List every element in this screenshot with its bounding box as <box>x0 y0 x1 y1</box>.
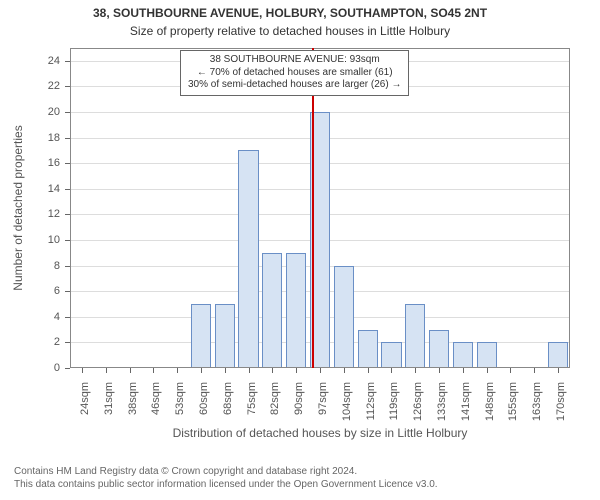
ytick-label: 20 <box>0 106 60 118</box>
xtick-label: 97sqm <box>317 382 329 415</box>
x-axis-title: Distribution of detached houses by size … <box>70 426 570 440</box>
xtick-label: 133sqm <box>436 382 448 421</box>
ytick-label: 24 <box>0 55 60 67</box>
histogram-bar <box>548 342 568 368</box>
ytick-label: 14 <box>0 183 60 195</box>
chart-title-main: 38, SOUTHBOURNE AVENUE, HOLBURY, SOUTHAM… <box>0 6 580 20</box>
ytick-mark <box>65 189 70 190</box>
ytick-mark <box>65 112 70 113</box>
reference-line <box>312 48 314 368</box>
xtick-mark <box>82 368 83 373</box>
xtick-mark <box>225 368 226 373</box>
histogram-bar <box>358 330 378 368</box>
ytick-mark <box>65 163 70 164</box>
annotation-line-2: ← 70% of detached houses are smaller (61… <box>188 67 401 80</box>
histogram-bar <box>334 266 354 368</box>
ytick-label: 0 <box>0 362 60 374</box>
xtick-label: 148sqm <box>484 382 496 421</box>
ytick-label: 18 <box>0 132 60 144</box>
ytick-label: 8 <box>0 260 60 272</box>
histogram-bar <box>262 253 282 368</box>
xtick-mark <box>106 368 107 373</box>
xtick-label: 31sqm <box>103 382 115 415</box>
ytick-mark <box>65 138 70 139</box>
ytick-mark <box>65 266 70 267</box>
xtick-mark <box>558 368 559 373</box>
xtick-mark <box>415 368 416 373</box>
annotation-box: 38 SOUTHBOURNE AVENUE: 93sqm ← 70% of de… <box>180 50 409 96</box>
xtick-mark <box>272 368 273 373</box>
ytick-mark <box>65 342 70 343</box>
xtick-mark <box>439 368 440 373</box>
xtick-label: 104sqm <box>341 382 353 421</box>
xtick-label: 90sqm <box>293 382 305 415</box>
ytick-label: 12 <box>0 208 60 220</box>
histogram-bar <box>215 304 235 368</box>
footer-line-1: Contains HM Land Registry data © Crown c… <box>14 466 590 479</box>
ytick-mark <box>65 61 70 62</box>
xtick-label: 170sqm <box>555 382 567 421</box>
xtick-label: 60sqm <box>198 382 210 415</box>
histogram-bar <box>191 304 211 368</box>
xtick-label: 24sqm <box>79 382 91 415</box>
xtick-label: 126sqm <box>412 382 424 421</box>
footer: Contains HM Land Registry data © Crown c… <box>14 466 590 491</box>
ytick-label: 10 <box>0 234 60 246</box>
xtick-mark <box>344 368 345 373</box>
ytick-label: 6 <box>0 285 60 297</box>
xtick-mark <box>320 368 321 373</box>
histogram-bar <box>381 342 401 368</box>
xtick-mark <box>201 368 202 373</box>
ytick-mark <box>65 240 70 241</box>
histogram-bar <box>477 342 497 368</box>
ytick-mark <box>65 291 70 292</box>
xtick-label: 119sqm <box>388 382 400 420</box>
footer-line-2: This data contains public sector informa… <box>14 479 590 492</box>
xtick-mark <box>153 368 154 373</box>
histogram-bar <box>429 330 449 368</box>
xtick-mark <box>296 368 297 373</box>
chart-container: 38, SOUTHBOURNE AVENUE, HOLBURY, SOUTHAM… <box>0 0 600 500</box>
xtick-label: 141sqm <box>460 382 472 421</box>
ytick-label: 4 <box>0 311 60 323</box>
xtick-mark <box>177 368 178 373</box>
ytick-label: 2 <box>0 336 60 348</box>
histogram-bar <box>453 342 473 368</box>
ytick-mark <box>65 214 70 215</box>
histogram-bar <box>286 253 306 368</box>
histogram-bar <box>238 150 258 368</box>
xtick-mark <box>368 368 369 373</box>
annotation-line-3: 30% of semi-detached houses are larger (… <box>188 79 401 92</box>
xtick-label: 53sqm <box>174 382 186 415</box>
xtick-mark <box>249 368 250 373</box>
xtick-mark <box>130 368 131 373</box>
xtick-label: 68sqm <box>222 382 234 415</box>
xtick-mark <box>487 368 488 373</box>
xtick-label: 75sqm <box>246 382 258 415</box>
xtick-label: 112sqm <box>365 382 377 420</box>
xtick-mark <box>391 368 392 373</box>
ytick-mark <box>65 317 70 318</box>
ytick-mark <box>65 86 70 87</box>
plot-area <box>70 48 570 368</box>
xtick-mark <box>534 368 535 373</box>
ytick-mark <box>65 368 70 369</box>
xtick-mark <box>510 368 511 373</box>
chart-title-sub: Size of property relative to detached ho… <box>0 24 580 38</box>
xtick-mark <box>463 368 464 373</box>
xtick-label: 38sqm <box>127 382 139 415</box>
xtick-label: 155sqm <box>507 382 519 421</box>
xtick-label: 82sqm <box>269 382 281 415</box>
annotation-line-1: 38 SOUTHBOURNE AVENUE: 93sqm <box>188 54 401 67</box>
histogram-bar <box>405 304 425 368</box>
xtick-label: 163sqm <box>531 382 543 421</box>
xtick-label: 46sqm <box>150 382 162 415</box>
ytick-label: 16 <box>0 157 60 169</box>
ytick-label: 22 <box>0 80 60 92</box>
